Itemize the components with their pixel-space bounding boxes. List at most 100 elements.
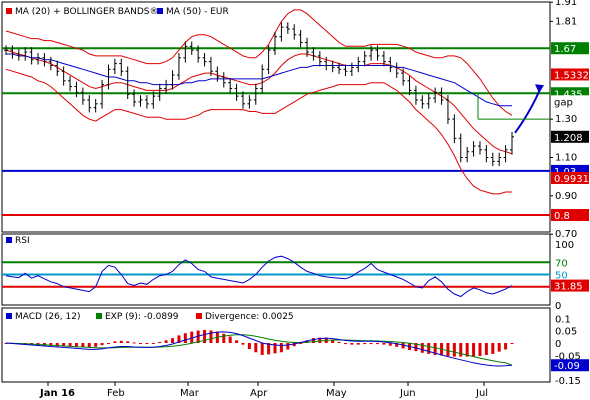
divergence-bar [190, 331, 194, 343]
divergence-bar [414, 343, 418, 352]
divergence-bar [267, 343, 271, 355]
x-tick-label: May [326, 388, 347, 399]
macd-tick-label: -0.05 [555, 351, 581, 362]
macd-tick-label: -0.15 [555, 376, 581, 387]
price-tag: 1.5332 [554, 70, 589, 81]
macd-tick-label: 0.05 [555, 327, 577, 338]
rsi-line [5, 255, 513, 298]
divergence-bar [478, 343, 482, 357]
divergence-bar [241, 343, 245, 345]
divergence-bar [388, 343, 392, 346]
bollinger-lower-line [5, 68, 512, 195]
divergence-bar [369, 343, 373, 345]
div-legend: Divergence: 0.0025 [205, 312, 294, 322]
price-tick-label: 1.30 [555, 114, 577, 125]
price-tag: 1.208 [554, 133, 583, 144]
ma20-line [5, 49, 513, 155]
divergence-bar [119, 340, 123, 343]
exp-legend: EXP (9): -0.0899 [105, 312, 179, 322]
divergence-bar [222, 333, 226, 343]
x-tick-label: Feb [107, 388, 125, 399]
legend-ma50-swatch [157, 8, 163, 14]
price-tag: 0.8 [554, 211, 570, 222]
divergence-bar [491, 343, 495, 354]
price-tick-label: 1.10 [555, 152, 577, 163]
divergence-bar [459, 343, 463, 357]
legend-ma20-swatch [6, 8, 12, 14]
divergence-bar [286, 343, 290, 350]
divergence-bar [247, 343, 251, 349]
divergence-bar [465, 343, 469, 357]
forecast-arrow-head [535, 84, 544, 94]
divergence-bar [158, 341, 162, 343]
divergence-bar [62, 343, 66, 347]
rsi-last-tag: 31.85 [554, 282, 583, 293]
rsi-tick-label: 70 [555, 258, 568, 269]
price-tag-bg [551, 95, 589, 108]
macd-frame [1, 307, 551, 383]
rsi-frame [1, 233, 551, 306]
macd-legend: MACD (26, 12) [15, 312, 81, 322]
macd-tag-bg [551, 359, 589, 372]
x-tick-label: Jul [475, 388, 488, 399]
divergence-bar [299, 343, 303, 344]
divergence-bar [151, 343, 155, 344]
price-tag-bg [551, 209, 589, 221]
rsi-legend: RSI [15, 236, 30, 246]
divergence-bar [164, 340, 168, 343]
divergence-bar [363, 343, 367, 345]
divergence-bar [504, 343, 508, 350]
divergence-bar [100, 343, 104, 346]
price-tag: gap [554, 97, 573, 108]
divergence-bar [55, 343, 59, 347]
divergence-bar [254, 343, 258, 353]
div-legend-swatch [196, 313, 202, 319]
divergence-bar [228, 336, 232, 343]
price-tag-bg [551, 42, 589, 55]
divergence-bar [395, 343, 399, 347]
divergence-bar [382, 343, 386, 345]
divergence-bar [74, 343, 78, 347]
divergence-bar [510, 343, 514, 344]
divergence-bar [68, 343, 72, 347]
divergence-bar [94, 343, 98, 347]
price-tag: 1.67 [554, 44, 576, 55]
macd-last-tag: -0.09 [554, 361, 580, 372]
divergence-bar [343, 343, 347, 345]
macd-legend-swatch [6, 313, 12, 319]
divergence-bar [203, 329, 207, 343]
divergence-bar [87, 343, 91, 348]
divergence-bar [331, 339, 335, 343]
price-frame [1, 1, 551, 233]
rsi-panel: RSI 100 70 50 0 31.85 [1, 233, 589, 312]
price-panel: MA (20) + BOLLINGER BANDS® MA (50) - EUR 1… [1, 0, 589, 240]
rsi-tick-label: 50 [555, 271, 568, 282]
divergence-bar [472, 343, 476, 357]
legend-ma50: MA (50) - EUR [166, 7, 229, 17]
divergence-bar [356, 343, 360, 345]
x-tick-label: Apr [250, 388, 268, 399]
price-tag-bg [551, 68, 589, 81]
exp-legend-swatch [96, 313, 102, 319]
rsi-tick-label: 0 [555, 301, 561, 312]
divergence-bar [273, 343, 277, 354]
price-tick-label: 1.81 [555, 16, 577, 27]
divergence-bar [132, 342, 136, 344]
rsi-legend-swatch [6, 237, 12, 243]
divergence-bar [113, 341, 117, 343]
macd-tick-label: 0 [555, 339, 561, 350]
rsi-tag-bg [551, 279, 589, 292]
divergence-bar [260, 343, 264, 355]
divergence-bar [401, 343, 405, 349]
divergence-bar [49, 343, 53, 346]
divergence-bar [106, 343, 110, 344]
bollinger-upper-line [5, 9, 513, 116]
divergence-bar [235, 340, 239, 343]
divergence-bar [452, 343, 456, 357]
divergence-bar [177, 335, 181, 343]
ma50-line [6, 53, 512, 107]
divergence-bar [126, 341, 130, 343]
divergence-bar [420, 343, 424, 353]
divergence-bar [145, 343, 149, 344]
